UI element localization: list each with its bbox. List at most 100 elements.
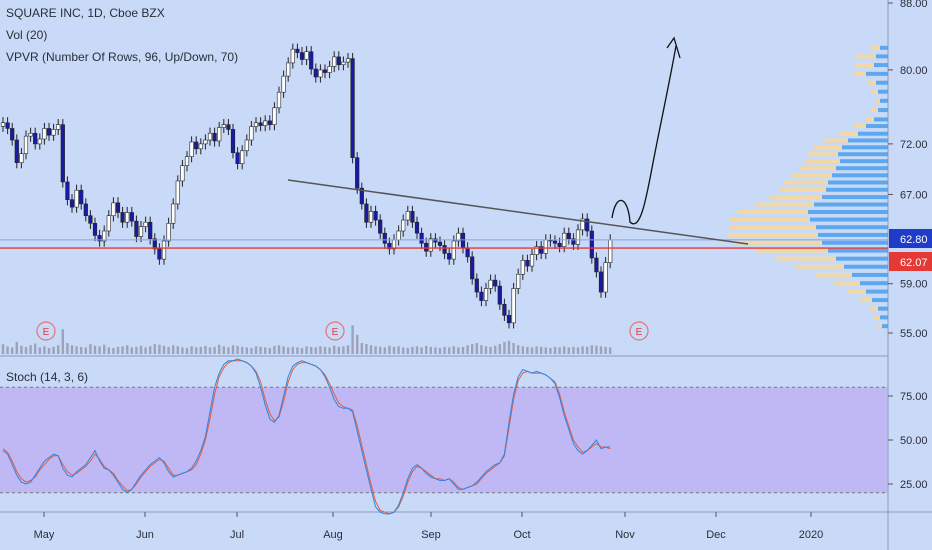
volume-bar [47,347,51,354]
candle-body [221,124,226,128]
vpvr-down-bar [874,117,888,122]
candle-body [447,253,452,260]
vpvr-down-bar [866,71,888,76]
vpvr-up-bar [770,195,822,200]
price-tick-label: 59.00 [900,279,928,291]
stoch-band [0,387,888,493]
vpvr-up-bar [784,180,828,185]
candle-body [120,212,125,223]
candle-body [543,239,548,254]
vpvr-down-bar [866,289,888,294]
vpvr-up-bar [756,202,814,207]
candle-body [286,62,291,77]
volume-bar [379,346,382,354]
time-tick-label: Sep [421,529,441,541]
volume-bar [489,346,492,354]
volume-bar [296,347,299,354]
vpvr-up-bar [856,63,874,68]
candle-body [460,232,466,249]
volume-bar [415,346,419,354]
volume-bar [466,345,469,354]
volume-bar [563,346,566,354]
volume-bar [70,345,74,354]
candle-body [14,139,19,163]
volume-bar [107,347,110,354]
vpvr-up-bar [800,166,836,171]
volume-bar [162,345,166,354]
volume-bar [429,346,432,354]
volume-bar [517,345,520,354]
vpvr-down-bar [878,306,888,311]
volume-bar [406,347,409,354]
candle-body [373,211,378,221]
volume-bar [1,344,5,354]
vpvr-down-bar [836,166,888,171]
candle-body [557,242,562,247]
volume-bar [241,346,244,354]
volume-bar [609,347,612,354]
candle-body [212,132,217,142]
volume-bar [144,347,147,354]
volume-bar [420,347,423,354]
vpvr-up-bar [834,281,860,286]
candle-body [249,126,254,141]
candle-body [267,120,272,125]
candle-body [230,129,236,154]
stoch-tick-label: 50.00 [900,435,928,447]
vpvr-down-bar [842,145,888,150]
volume-bar [52,346,55,354]
candle-body [401,219,406,232]
candle-body [189,141,194,157]
candle-body [203,139,208,145]
volume-bar [595,345,598,354]
volume-bar [282,346,285,354]
candle-body [207,132,213,141]
volume-bar [6,346,9,354]
volume-bar [443,346,446,354]
stoch-legend[interactable]: Stoch (14, 3, 6) [6,370,89,384]
vpvr-down-bar [876,54,888,59]
volume-bar [121,346,124,354]
volume-bar [268,347,271,354]
time-tick-label: Dec [706,529,726,541]
candle-body [92,223,98,236]
volume-bar [374,346,377,354]
vpvr-down-bar [828,180,888,185]
volume-bar [402,347,405,354]
vpvr-down-bar [848,138,888,143]
price-tick-label: 80.00 [900,65,928,77]
vpvr-down-bar [814,202,888,207]
candle-body [244,139,249,152]
volume-bar [530,347,534,354]
volume-bar [80,346,83,354]
candle-body [497,285,502,305]
vpvr-down-bar [808,209,888,214]
candle-body [74,189,79,208]
volume-bar [544,347,547,354]
volume-bar [586,346,589,354]
candle-body [194,141,199,150]
volume-bar [116,346,120,354]
volume-bar [461,346,465,354]
vpvr-down-bar [810,217,888,222]
price-tick-label: 67.00 [900,189,928,201]
volume-legend[interactable]: Vol (20) [6,28,48,42]
vpvr-down-bar [816,225,888,230]
candle-body [5,122,10,129]
symbol-legend[interactable]: SQUARE INC, 1D, Cboe BZX [6,6,165,20]
volume-bar [471,344,474,354]
volume-bar [599,346,603,354]
vpvr-up-bar [824,138,848,143]
candle-body [125,212,130,223]
volume-bar [314,347,317,354]
candle-body [28,132,33,137]
volume-bar [245,347,248,354]
volume-bar [590,345,593,354]
volume-bar [277,345,281,354]
candle-body [470,256,475,280]
volume-bar [475,343,478,354]
volume-bar [112,347,115,354]
volume-bar [457,347,460,354]
vpvr-legend[interactable]: VPVR (Number Of Rows, 96, Up/Down, 70) [6,50,239,64]
